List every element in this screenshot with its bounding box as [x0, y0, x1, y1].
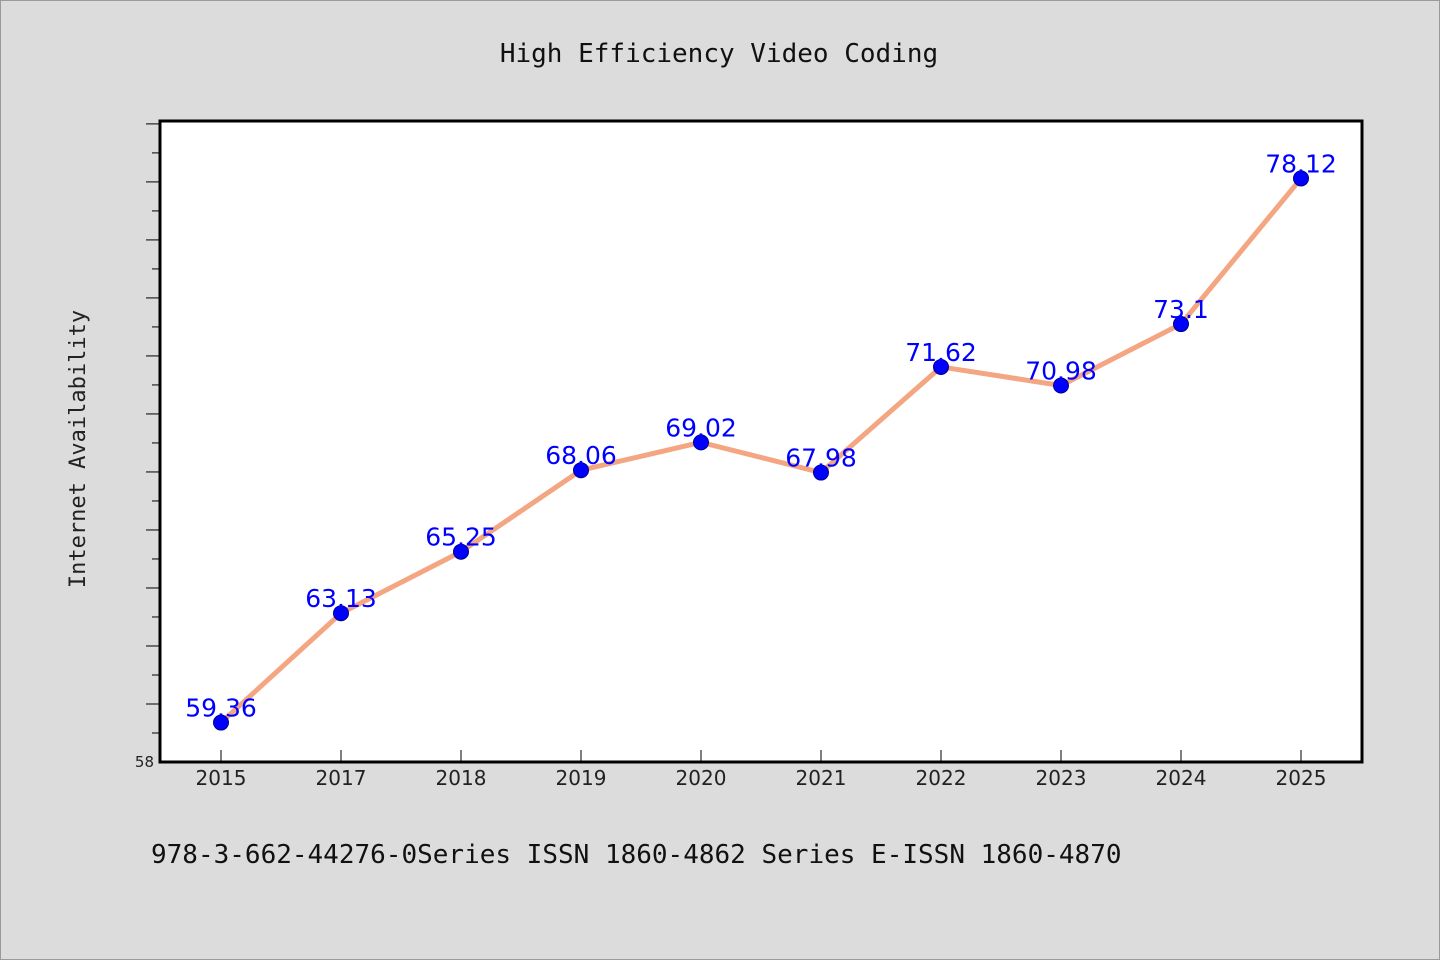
footer-isbn-text: 978-3-662-44276-0Series ISSN 1860-4862 S… — [151, 840, 1122, 870]
data-label-2022: 71.62 — [905, 338, 977, 367]
data-point-2025 — [1293, 170, 1309, 187]
x-tick-label-2023: 2023 — [1036, 766, 1087, 790]
data-point-2021 — [813, 464, 829, 481]
x-tick-label-2025: 2025 — [1276, 766, 1327, 790]
plot-area — [158, 119, 1364, 764]
x-tick-label-2020: 2020 — [676, 766, 727, 790]
data-point-2020 — [693, 434, 709, 451]
x-tick-label-2017: 2017 — [316, 766, 367, 790]
data-point-2018 — [453, 543, 469, 560]
series-layer — [213, 170, 1309, 731]
y-axis-ticks: 58 — [135, 123, 160, 771]
data-label-2019: 68.06 — [545, 441, 617, 470]
data-label-2025: 78.12 — [1265, 149, 1337, 178]
chart-title: High Efficiency Video Coding — [500, 39, 938, 69]
y-axis-label: Internet Availability — [66, 310, 91, 588]
x-axis-ticks: 2015 2017 2018 2019 2020 2021 2022 2023 2024 2025 — [196, 750, 1327, 790]
x-tick-label-2019: 2019 — [556, 766, 607, 790]
y-tick-label: 58 — [135, 753, 154, 771]
data-label-2017: 63.13 — [305, 584, 377, 613]
data-label-2015: 59.36 — [185, 694, 257, 723]
data-point-2022 — [933, 358, 949, 375]
data-label-2021: 67.98 — [785, 444, 857, 473]
series-line — [218, 175, 1304, 726]
data-point-2023 — [1053, 377, 1069, 394]
data-point-2019 — [573, 462, 589, 479]
data-label-2020: 69.02 — [665, 413, 737, 442]
x-tick-label-2018: 2018 — [436, 766, 487, 790]
x-tick-label-2022: 2022 — [916, 766, 967, 790]
data-point-2017 — [333, 605, 349, 622]
data-label-2023: 70.98 — [1025, 357, 1097, 386]
x-tick-label-2024: 2024 — [1156, 766, 1207, 790]
data-label-2018: 65.25 — [425, 523, 497, 552]
x-tick-label-2015: 2015 — [196, 766, 247, 790]
data-label-2024: 73.1 — [1153, 295, 1209, 324]
data-point-2015 — [213, 714, 229, 731]
data-labels: 59.36 63.13 65.25 68.06 69.02 67.98 71.62 70.98… — [185, 149, 1337, 722]
x-tick-label-2021: 2021 — [796, 766, 847, 790]
data-point-2024 — [1173, 316, 1189, 333]
